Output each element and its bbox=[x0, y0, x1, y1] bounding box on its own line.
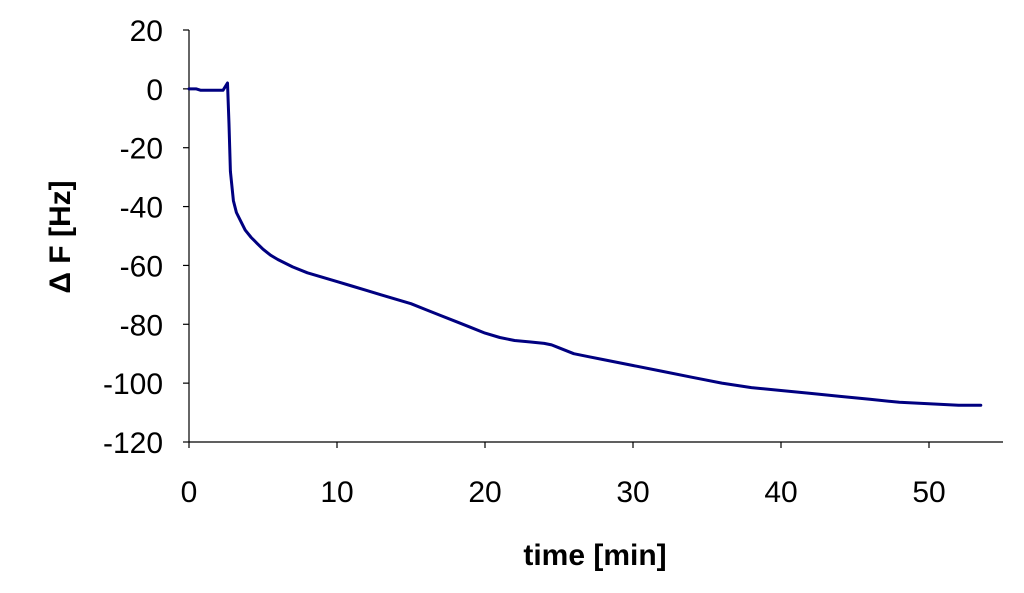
y-tick-label: 20 bbox=[130, 15, 163, 48]
x-tick-label: 30 bbox=[616, 476, 649, 509]
x-axis-title: time [min] bbox=[523, 539, 666, 572]
x-tick-label: 20 bbox=[468, 476, 501, 509]
x-tick-label: 40 bbox=[764, 476, 797, 509]
y-tick-label: -20 bbox=[120, 133, 163, 166]
y-tick-label: -100 bbox=[103, 368, 163, 401]
y-tick-label: -120 bbox=[103, 427, 163, 460]
series-line bbox=[187, 81, 983, 407]
y-tick-label: -60 bbox=[120, 250, 163, 283]
y-tick-label: -80 bbox=[120, 309, 163, 342]
y-tick-label: 0 bbox=[146, 74, 163, 107]
x-tick-label: 0 bbox=[181, 476, 198, 509]
y-axis-title: Δ F [Hz] bbox=[44, 180, 77, 293]
y-tick-label: -40 bbox=[120, 192, 163, 225]
plot-area: 20 0 -20 -40 -60 -80 -100 -120 0 10 20 30 40 50 bbox=[103, 15, 1003, 509]
x-tick-label: 50 bbox=[912, 476, 945, 509]
x-tick-label: 10 bbox=[320, 476, 353, 509]
